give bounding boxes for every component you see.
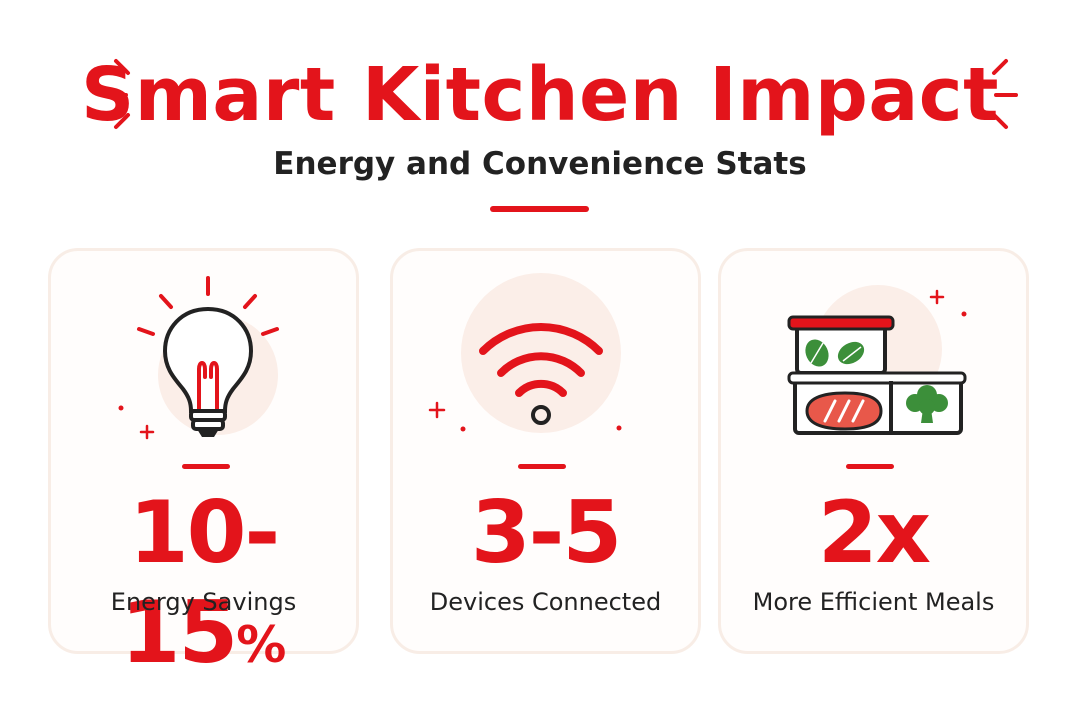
stat-label: Devices Connected	[429, 588, 662, 616]
card-divider	[846, 464, 894, 469]
stat-number: 10-15	[120, 483, 281, 683]
card-icon-area	[721, 251, 1026, 461]
sparkle-burst-right-icon	[992, 59, 1018, 129]
sparkle-burst-left-icon	[104, 59, 130, 129]
stat-number: 2x	[817, 483, 931, 583]
stat-value: 3-5	[393, 483, 698, 595]
meal-prep-containers-icon	[787, 285, 967, 435]
stat-card-efficient-meals: 2x More Efficient Meals	[718, 248, 1029, 654]
stat-value: 10-15%	[51, 483, 356, 695]
card-divider	[182, 464, 230, 469]
header: Smart Kitchen Impact Energy and Convenie…	[0, 0, 1080, 230]
page-subtitle: Energy and Convenience Stats	[273, 146, 807, 182]
wifi-icon	[428, 273, 622, 433]
title-underline	[490, 206, 589, 212]
card-divider	[518, 464, 566, 469]
stat-value: 2x	[721, 483, 1026, 595]
stat-label: More Efficient Meals	[752, 588, 995, 616]
stat-card-devices-connected: 3-5 Devices Connected	[390, 248, 701, 654]
lightbulb-icon	[118, 276, 279, 440]
page-title: Smart Kitchen Impact	[80, 52, 1000, 138]
card-icon-area	[393, 251, 698, 461]
card-icon-area	[51, 251, 356, 461]
stat-number: 3-5	[470, 483, 622, 583]
stat-label: Energy Savings	[110, 588, 297, 616]
stat-unit: %	[236, 616, 287, 674]
stat-card-energy-savings: 10-15% Energy Savings	[48, 248, 359, 683]
